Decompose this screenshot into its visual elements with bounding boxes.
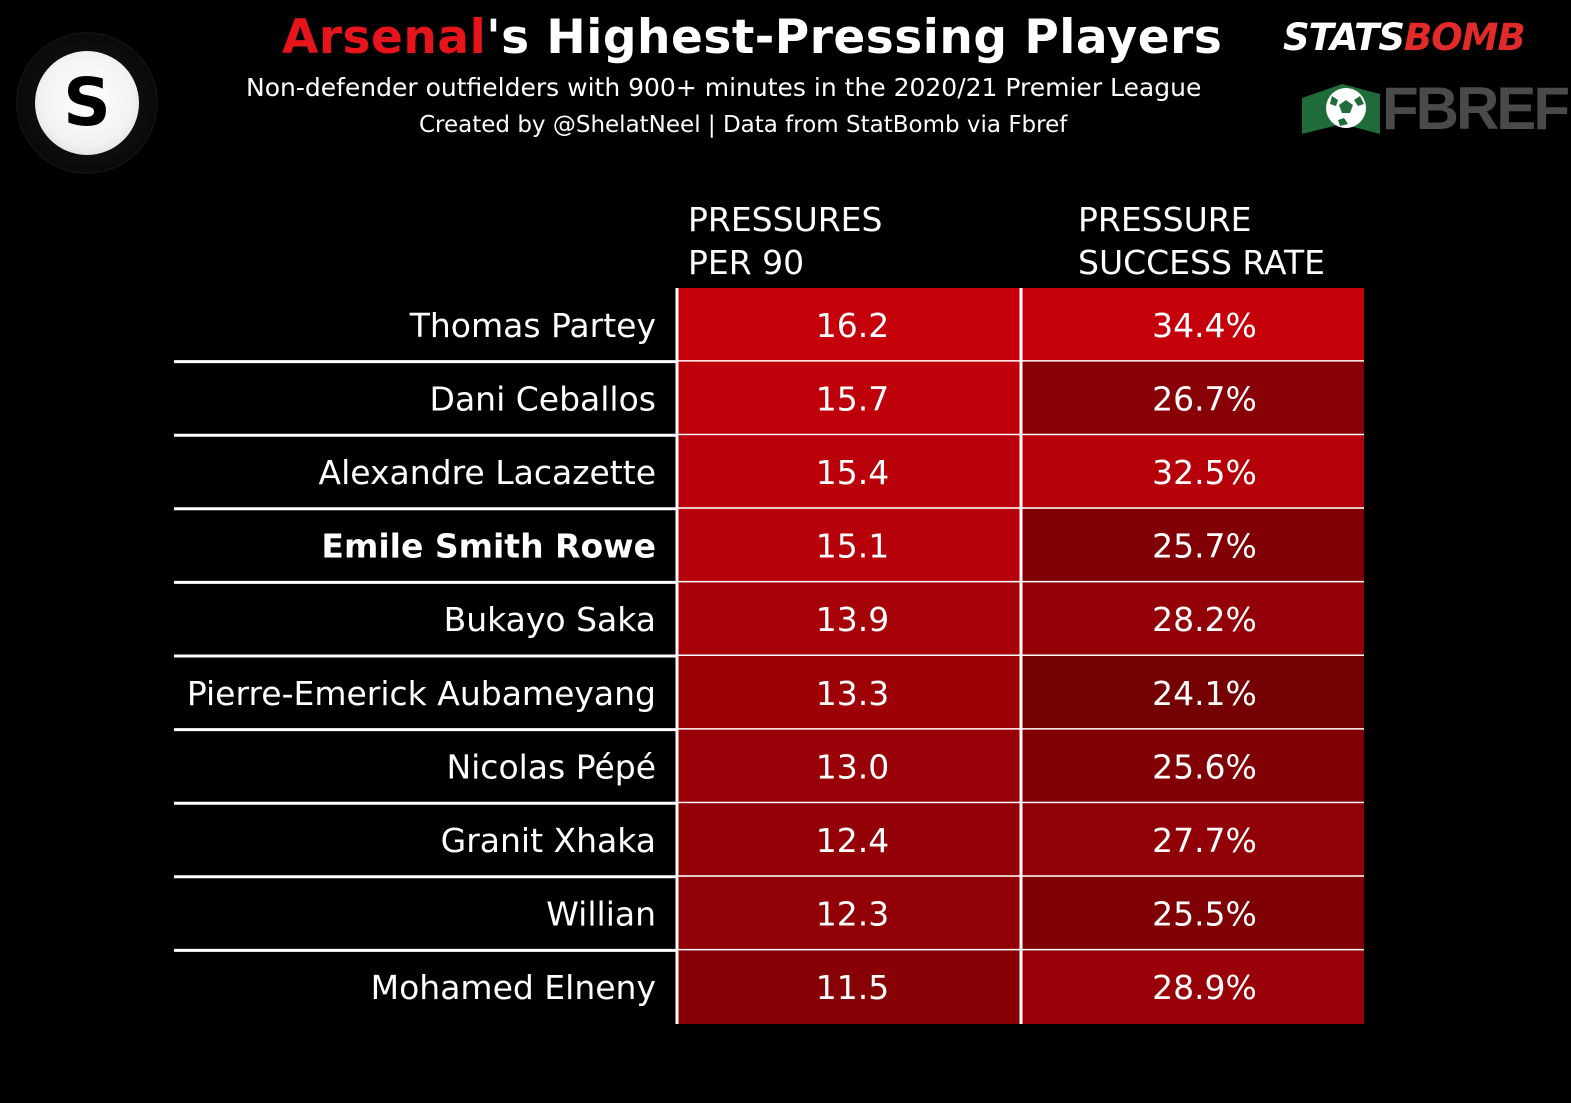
pressures-value: 12.4: [816, 821, 889, 860]
success-rate-cell: [1021, 656, 1364, 730]
player-name: Dani Ceballos: [430, 379, 656, 418]
success-rate-value: 27.7%: [1152, 821, 1257, 860]
pressures-value: 13.0: [816, 747, 889, 786]
pressures-cell: [677, 729, 1020, 804]
statsbomb-logo-bomb: BOMB: [1404, 16, 1526, 59]
title-team: Arsenal: [282, 10, 487, 65]
success-rate-value: 28.9%: [1152, 968, 1257, 1007]
player-name: Willian: [546, 895, 656, 934]
column-header-success-rate: PRESSURE SUCCESS RATE: [1078, 198, 1325, 284]
column-header-pressures-line1: PRESSURES: [688, 200, 883, 239]
player-name: Thomas Partey: [409, 306, 656, 345]
success-rate-value: 26.7%: [1152, 379, 1257, 418]
pressures-value: 15.1: [816, 527, 889, 566]
pressures-value: 15.7: [816, 379, 889, 418]
statsbomb-logo-stats: STATS: [1283, 16, 1405, 59]
success-rate-cell: [1021, 803, 1364, 877]
pressures-cell: [677, 876, 1020, 951]
player-name: Pierre-Emerick Aubameyang: [187, 674, 656, 713]
player-name: Alexandre Lacazette: [319, 453, 657, 492]
success-rate-value: 24.1%: [1152, 674, 1257, 713]
fbref-logo: FBREF: [1302, 75, 1570, 142]
column-header-pressures-line2: PER 90: [688, 243, 805, 282]
pressures-cell: [677, 508, 1020, 583]
fbref-flag-icon: [1302, 84, 1380, 134]
chart-credit: Created by @ShelatNeel | Data from StatB…: [419, 112, 1068, 138]
player-name: Granit Xhaka: [441, 821, 656, 860]
chart-title: Arsenal's Highest-Pressing Players: [282, 10, 1222, 65]
pressures-cell: [677, 435, 1020, 509]
pressures-value: 12.3: [816, 895, 889, 934]
success-rate-value: 25.7%: [1152, 527, 1257, 566]
success-rate-value: 34.4%: [1152, 306, 1257, 345]
fbref-logo-text: FBREF: [1382, 75, 1570, 142]
pressures-cell: [677, 950, 1020, 1024]
shelat-logo-disc: S: [35, 51, 139, 155]
success-rate-value: 25.5%: [1152, 895, 1257, 934]
player-name: Emile Smith Rowe: [321, 527, 656, 566]
pressures-value: 13.9: [816, 600, 889, 639]
success-rate-value: 28.2%: [1152, 600, 1257, 639]
player-name: Nicolas Pépé: [446, 747, 656, 786]
success-rate-cell: [1021, 950, 1364, 1024]
column-header-success-rate-line1: PRESSURE: [1078, 200, 1252, 239]
success-rate-value: 32.5%: [1152, 453, 1257, 492]
shelat-logo: S: [18, 34, 156, 172]
success-rate-cell: [1021, 435, 1364, 509]
pressures-cell: [677, 582, 1020, 656]
statsbomb-logo: STATSBOMB: [1283, 16, 1526, 59]
success-rate-cell: [1021, 508, 1364, 583]
success-rate-cell: [1021, 288, 1364, 362]
pressures-cell: [677, 656, 1020, 730]
pressures-cell: [677, 803, 1020, 877]
player-name: Bukayo Saka: [444, 600, 656, 639]
shelat-logo-letter: S: [63, 64, 111, 141]
pressures-value: 11.5: [816, 968, 889, 1007]
pressures-value: 15.4: [816, 453, 889, 492]
column-header-success-rate-line2: SUCCESS RATE: [1078, 243, 1326, 282]
pressures-value: 16.2: [816, 306, 889, 345]
success-rate-cell: [1021, 361, 1364, 436]
column-header-pressures: PRESSURES PER 90: [688, 198, 882, 284]
player-name: Mohamed Elneny: [371, 968, 656, 1007]
success-rate-cell: [1021, 582, 1364, 656]
chart-subtitle: Non-defender outfielders with 900+ minut…: [246, 73, 1202, 102]
success-rate-value: 25.6%: [1152, 747, 1257, 786]
title-rest: 's Highest-Pressing Players: [486, 10, 1223, 65]
pressures-cell: [677, 288, 1020, 362]
pressures-value: 13.3: [816, 674, 889, 713]
success-rate-cell: [1021, 729, 1364, 804]
pressures-cell: [677, 361, 1020, 436]
success-rate-cell: [1021, 876, 1364, 951]
